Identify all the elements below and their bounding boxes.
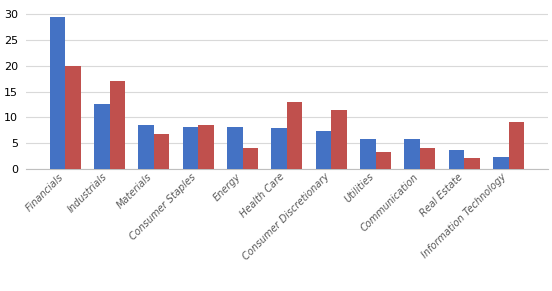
Bar xyxy=(375,152,391,169)
Bar xyxy=(360,139,375,169)
Bar xyxy=(420,148,436,169)
Bar xyxy=(198,125,214,169)
Bar xyxy=(94,104,109,169)
Bar xyxy=(331,110,347,169)
Bar xyxy=(109,81,125,169)
Bar xyxy=(449,150,464,169)
Bar xyxy=(154,134,169,169)
Bar xyxy=(139,125,154,169)
Bar xyxy=(508,123,524,169)
Bar xyxy=(287,102,302,169)
Bar xyxy=(50,17,65,169)
Bar xyxy=(405,139,420,169)
Bar xyxy=(464,159,480,169)
Bar xyxy=(183,127,198,169)
Bar xyxy=(493,157,508,169)
Bar xyxy=(242,148,258,169)
Bar xyxy=(65,66,81,169)
Bar xyxy=(227,127,242,169)
Bar xyxy=(272,128,287,169)
Bar xyxy=(316,131,331,169)
